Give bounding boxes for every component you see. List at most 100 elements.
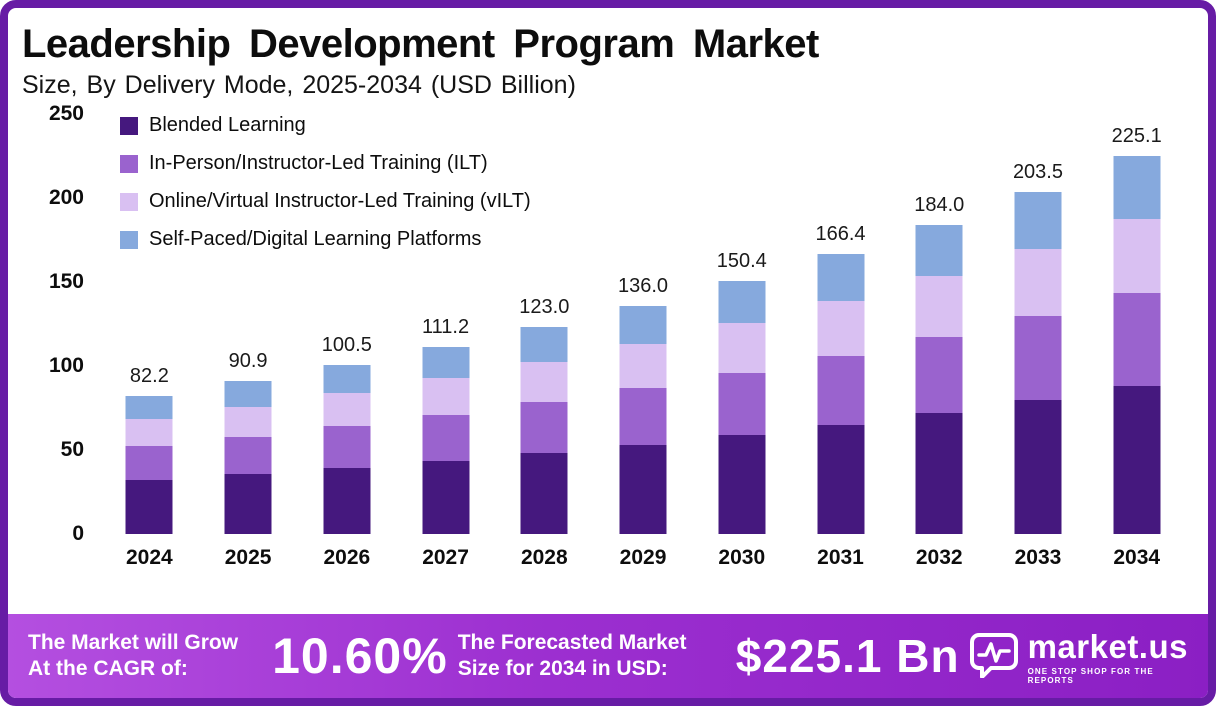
bar-column: 225.1 [1087, 114, 1186, 534]
bar-segment [125, 480, 173, 534]
bar-column: 90.9 [199, 114, 298, 534]
y-axis: 0 50 100 150 200 250 [22, 102, 100, 545]
bar-total-label: 123.0 [519, 296, 570, 319]
speech-bubble-pulse-icon [969, 630, 1018, 683]
bar-segment [1014, 248, 1062, 316]
bar-segment [817, 301, 864, 356]
bar-segment [323, 393, 371, 427]
bar-segment [323, 467, 371, 534]
footer-banner: The Market will Grow At the CAGR of: 10.… [8, 614, 1208, 698]
chart-legend: Blended Learning In-Person/Instructor-Led… [120, 114, 531, 251]
legend-swatch [120, 116, 138, 135]
x-axis-label: 2029 [619, 546, 667, 569]
bar-stack [1014, 114, 1062, 534]
brand-tagline: ONE STOP SHOP FOR THE REPORTS [1027, 666, 1154, 685]
y-tick-label: 50 [60, 438, 84, 461]
legend-item: In-Person/Instructor-Led Training (ILT) [120, 152, 531, 175]
x-axis-label: 2030 [718, 546, 766, 569]
bar-column: 166.4 [791, 114, 890, 534]
bar-segment [1014, 192, 1062, 249]
legend-swatch [120, 230, 138, 249]
bar-stack [520, 114, 568, 534]
bar-segment [619, 305, 667, 344]
legend-item: Online/Virtual Instructor-Led Training (… [120, 190, 531, 213]
legend-swatch [120, 192, 138, 211]
bar-stack [915, 114, 963, 534]
bar-column: 203.5 [989, 114, 1088, 534]
chart-panel: Leadership Development Program Market Si… [8, 8, 1208, 614]
bar-total-label: 100.5 [321, 334, 372, 357]
bar-segment [817, 355, 864, 425]
brand-text: market.us ONE STOP SHOP FOR THE REPORTS [1028, 628, 1188, 685]
bar-stack [125, 114, 173, 534]
bar-segment [422, 414, 470, 461]
bar-segment [323, 426, 371, 468]
bar-segment [224, 381, 272, 407]
bar-segment [817, 254, 864, 301]
bar-segment [422, 347, 470, 379]
bar-total-label: 111.2 [422, 316, 470, 339]
bar-total-label: 82.2 [129, 364, 169, 387]
stacked-bar-chart: 0 50 100 150 200 250 Blended Learning In-Perso… [22, 102, 1186, 582]
bar-segment [619, 343, 667, 389]
bar-stack [323, 114, 371, 534]
bar-segment [1014, 315, 1062, 401]
brand-logo: market.us ONE STOP SHOP FOR THE REPORTS [969, 628, 1188, 685]
bar-segment [1014, 400, 1062, 534]
bar-segment [422, 460, 470, 534]
bar-column: 150.4 [692, 114, 791, 534]
bar-stack [1113, 114, 1161, 534]
y-tick-label: 250 [48, 102, 84, 125]
bar-segment [1113, 155, 1161, 219]
bar-total-label: 184.0 [914, 193, 965, 216]
bar-stack [224, 114, 272, 534]
page-subtitle: Size, By Delivery Mode, 2025-2034 (USD B… [22, 71, 576, 99]
bar-stack [422, 114, 470, 534]
bar-column: 100.5 [297, 114, 396, 534]
bar-segment [1113, 292, 1161, 386]
plot-area: Blended Learning In-Person/Instructor-Led… [100, 114, 1186, 534]
bar-segment [323, 365, 371, 394]
bar-segment [520, 361, 568, 403]
y-tick-label: 150 [48, 270, 84, 293]
page-title: Leadership Development Program Market [22, 22, 819, 66]
bar-segment [718, 281, 766, 324]
bar-segment [125, 418, 173, 446]
bar-segment [915, 224, 963, 277]
bar-column: 184.0 [890, 114, 989, 534]
bar-segment [619, 388, 667, 445]
legend-label: In-Person/Instructor-Led Training (ILT) [149, 152, 488, 174]
legend-label: Blended Learning [149, 114, 306, 136]
x-axis-label: 2031 [817, 546, 864, 569]
bar-segment [915, 336, 963, 414]
bars-area: 82.2 90.9 100.5 111.2 123.0 136.0 150.4 166.4 18… [100, 114, 1186, 534]
bar-segment [422, 378, 470, 415]
legend-item: Blended Learning [120, 114, 531, 137]
bar-segment [1113, 386, 1161, 534]
bar-stack [619, 114, 667, 534]
bar-column: 82.2 [100, 114, 199, 534]
x-axis-label: 2033 [1014, 546, 1062, 569]
bar-segment [520, 453, 568, 534]
bar-column: 136.0 [594, 114, 693, 534]
cagr-label: The Market will Grow At the CAGR of: [28, 630, 239, 680]
bar-segment [125, 445, 173, 481]
bar-segment [224, 474, 272, 534]
bar-segment [718, 372, 766, 436]
forecast-value: $225.1 Bn [735, 630, 960, 682]
x-axis-label: 2032 [915, 546, 963, 569]
x-axis: 2024 2025 2026 2027 2028 2029 2030 2031 2032 2033… [100, 534, 1186, 582]
bar-segment [125, 395, 173, 419]
bar-segment [520, 327, 568, 362]
bar-segment [520, 402, 568, 454]
legend-swatch [120, 154, 138, 173]
bar-total-label: 90.9 [228, 350, 268, 373]
x-axis-label: 2028 [520, 546, 568, 569]
bar-segment [224, 436, 272, 475]
cagr-value: 10.60% [272, 628, 448, 684]
y-tick-label: 100 [48, 354, 84, 377]
forecast-label: The Forecasted Market Size for 2034 in U… [457, 630, 687, 680]
bar-segment [224, 406, 272, 437]
bar-segment [915, 276, 963, 337]
